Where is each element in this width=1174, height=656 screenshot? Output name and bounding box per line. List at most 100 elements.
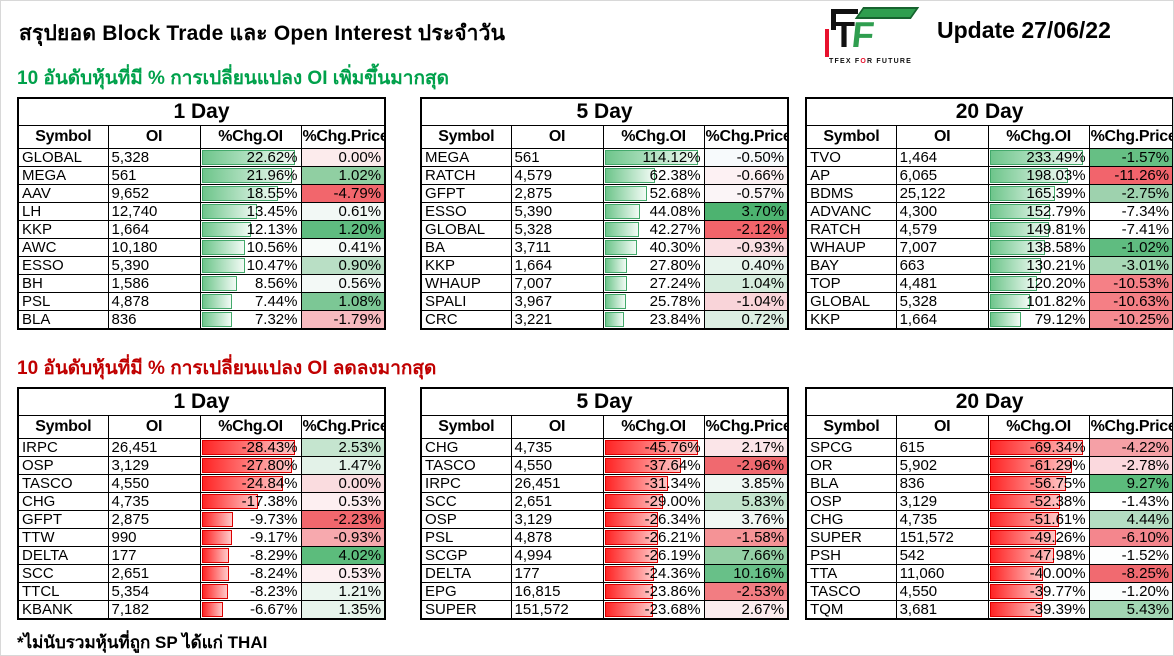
oi-cell: 26,451	[510, 474, 604, 493]
oi-cell: 26,451	[107, 438, 201, 457]
chg-oi-cell: -23.68%	[602, 600, 705, 620]
column-header: OI	[895, 415, 989, 439]
chg-price-cell: 0.53%	[300, 492, 386, 511]
oi-cell: 3,967	[510, 292, 604, 311]
oi-data-bar	[989, 476, 1066, 491]
symbol-cell: OSP	[420, 510, 512, 529]
symbol-cell: ESSO	[17, 256, 109, 275]
oi-table-down-1-day: 1 Day Symbol OI %Chg.OI %Chg.Price IRPC 26,451…	[17, 387, 387, 620]
logo-tf-monogram: TF	[833, 14, 873, 55]
chg-oi-cell: 42.27%	[602, 220, 705, 239]
chg-price-cell: 0.40%	[703, 256, 789, 275]
oi-data-bar	[604, 312, 624, 327]
oi-cell: 4,550	[895, 582, 989, 601]
oi-data-bar	[201, 602, 224, 617]
section-heading-oi-increase: 10 อันดับหุ้นที่มี % การเปลี่ยนแปลง OI เ…	[17, 68, 449, 89]
oi-cell: 5,328	[107, 148, 201, 167]
chg-price-cell: 1.04%	[703, 274, 789, 293]
oi-cell: 2,875	[510, 184, 604, 203]
oi-data-bar	[604, 602, 653, 617]
update-date-label: Update 27/06/22	[937, 17, 1111, 43]
chg-price-cell: 3.76%	[703, 510, 789, 529]
table-title: 1 Day	[17, 97, 386, 126]
table-row: MEGA 561 21.96% 1.02%	[17, 166, 386, 185]
logo-bracket-shape	[831, 9, 858, 30]
oi-data-bar	[201, 258, 245, 273]
oi-data-bar	[201, 276, 237, 291]
symbol-cell: KKP	[420, 256, 512, 275]
oi-data-bar	[604, 584, 654, 599]
header-row: Symbol OI %Chg.OI %Chg.Price	[805, 125, 1173, 149]
chg-oi-cell: -40.00%	[987, 564, 1090, 583]
tables-row-decrease: 1 Day Symbol OI %Chg.OI %Chg.Price IRPC 26,451…	[17, 387, 1173, 620]
oi-cell: 177	[510, 564, 604, 583]
table-row: WHAUP 7,007 138.58% -1.02%	[805, 238, 1173, 257]
symbol-cell: SPALI	[420, 292, 512, 311]
oi-cell: 3,221	[510, 310, 604, 330]
chg-price-cell: 0.00%	[300, 148, 386, 167]
symbol-cell: TASCO	[805, 582, 897, 601]
table-row: CHG 4,735 -17.38% 0.53%	[17, 492, 386, 511]
symbol-cell: MEGA	[420, 148, 512, 167]
oi-cell: 9,652	[107, 184, 201, 203]
symbol-cell: DELTA	[17, 546, 109, 565]
chg-price-cell: -10.25%	[1088, 310, 1173, 330]
chg-oi-cell: -8.24%	[199, 564, 302, 583]
chg-oi-cell: -26.19%	[602, 546, 705, 565]
oi-cell: 4,550	[107, 474, 201, 493]
chg-oi-cell: 152.79%	[987, 202, 1090, 221]
chg-price-cell: -6.10%	[1088, 528, 1173, 547]
oi-data-bar	[989, 584, 1043, 599]
chg-oi-cell: -56.75%	[987, 474, 1090, 493]
oi-cell: 836	[107, 310, 201, 330]
chg-oi-cell: -9.73%	[199, 510, 302, 529]
chg-price-cell: 1.21%	[300, 582, 386, 601]
oi-cell: 990	[107, 528, 201, 547]
header-row: Symbol OI %Chg.OI %Chg.Price	[805, 415, 1173, 439]
table-row: ADVANC 4,300 152.79% -7.34%	[805, 202, 1173, 221]
symbol-cell: KKP	[17, 220, 109, 239]
column-header: %Chg.Price	[1088, 125, 1173, 149]
oi-data-bar	[604, 276, 627, 291]
header-row: Symbol OI %Chg.OI %Chg.Price	[17, 125, 386, 149]
oi-data-bar	[989, 566, 1044, 581]
chg-price-cell: 4.44%	[1088, 510, 1173, 529]
table-row: TQM 3,681 -39.39% 5.43%	[805, 600, 1173, 620]
table-row: RATCH 4,579 62.38% -0.66%	[420, 166, 789, 185]
table-row: TASCO 4,550 -37.64% -2.96%	[420, 456, 789, 475]
table-row: SUPER 151,572 -23.68% 2.67%	[420, 600, 789, 620]
symbol-cell: KBANK	[17, 600, 109, 620]
chg-price-cell: -2.23%	[300, 510, 386, 529]
symbol-cell: AAV	[17, 184, 109, 203]
oi-data-bar	[201, 294, 233, 309]
logo-red-o: O	[860, 58, 867, 65]
chg-oi-cell: 8.56%	[199, 274, 302, 293]
chg-oi-cell: 138.58%	[987, 238, 1090, 257]
symbol-cell: WHAUP	[805, 238, 897, 257]
chg-price-cell: -7.41%	[1088, 220, 1173, 239]
chg-price-cell: 3.85%	[703, 474, 789, 493]
oi-data-bar	[604, 222, 639, 237]
symbol-cell: GLOBAL	[805, 292, 897, 311]
table-row: GLOBAL 5,328 22.62% 0.00%	[17, 148, 386, 167]
table-row: SCGP 4,994 -26.19% 7.66%	[420, 546, 789, 565]
oi-cell: 5,354	[107, 582, 201, 601]
table-row: SPALI 3,967 25.78% -1.04%	[420, 292, 789, 311]
table-row: IRPC 26,451 -31.34% 3.85%	[420, 474, 789, 493]
symbol-cell: RATCH	[420, 166, 512, 185]
oi-data-bar	[604, 566, 655, 581]
chg-oi-cell: -24.36%	[602, 564, 705, 583]
chg-price-cell: -2.78%	[1088, 456, 1173, 475]
tables-row-increase: 1 Day Symbol OI %Chg.OI %Chg.Price GLOBAL 5,32…	[17, 97, 1173, 330]
symbol-cell: BH	[17, 274, 109, 293]
symbol-cell: PSL	[420, 528, 512, 547]
page-title: สรุปยอด Block Trade และ Open Interest ปร…	[19, 22, 506, 45]
table-row: KBANK 7,182 -6.67% 1.35%	[17, 600, 386, 620]
oi-data-bar	[201, 204, 257, 219]
oi-cell: 5,902	[895, 456, 989, 475]
table-row: AAV 9,652 18.55% -4.79%	[17, 184, 386, 203]
table-title: 20 Day	[805, 97, 1173, 126]
oi-data-bar	[989, 530, 1056, 545]
chg-price-cell: -3.01%	[1088, 256, 1173, 275]
chg-price-cell: -0.66%	[703, 166, 789, 185]
